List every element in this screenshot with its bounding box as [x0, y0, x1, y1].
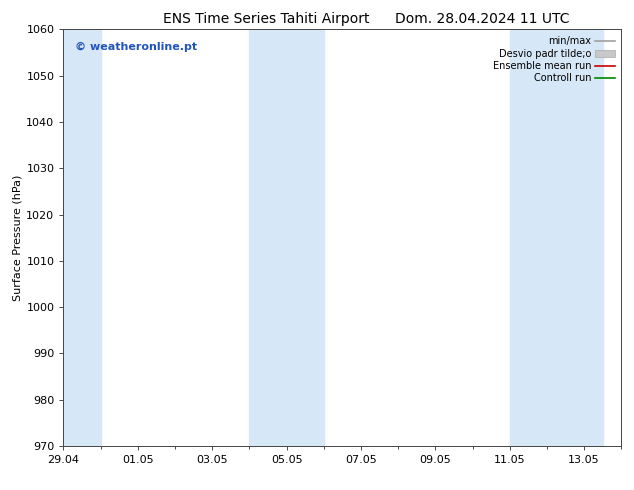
Bar [249, 29, 324, 446]
Legend: min/max, Desvio padr tilde;o, Ensemble mean run, Controll run: min/max, Desvio padr tilde;o, Ensemble m… [491, 34, 616, 85]
Text: Dom. 28.04.2024 11 UTC: Dom. 28.04.2024 11 UTC [394, 12, 569, 26]
Bar [63, 29, 101, 446]
Y-axis label: Surface Pressure (hPa): Surface Pressure (hPa) [12, 174, 22, 301]
Text: © weatheronline.pt: © weatheronline.pt [75, 42, 197, 52]
Text: ENS Time Series Tahiti Airport: ENS Time Series Tahiti Airport [163, 12, 370, 26]
Bar [510, 29, 603, 446]
